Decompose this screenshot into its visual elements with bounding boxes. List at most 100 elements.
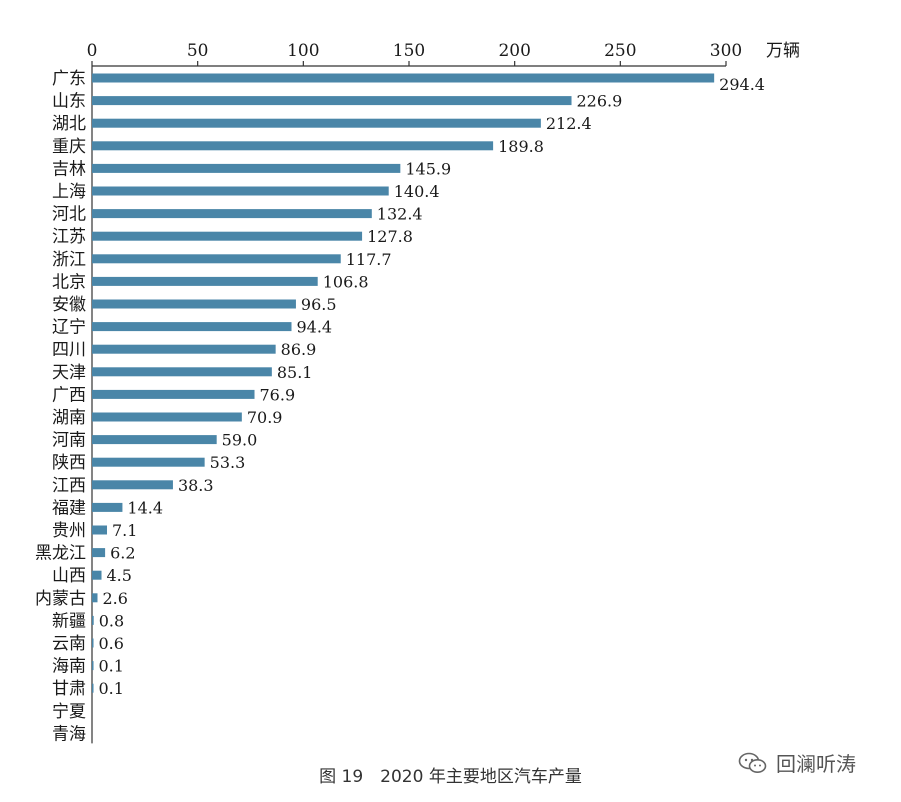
value-label: 212.4 xyxy=(546,114,592,133)
bars xyxy=(92,73,715,693)
bar xyxy=(92,389,255,399)
category-label: 山西 xyxy=(52,566,86,586)
value-label: 127.8 xyxy=(367,227,413,246)
category-labels: 广东山东湖北重庆吉林上海河北江苏浙江北京安徽辽宁四川天津广西湖南河南陕西江西福建… xyxy=(35,69,86,744)
category-label: 贵州 xyxy=(52,521,86,541)
bar xyxy=(92,276,318,286)
bar xyxy=(92,525,108,535)
value-label: 0.6 xyxy=(99,634,124,653)
category-label: 北京 xyxy=(52,272,86,292)
value-label: 86.9 xyxy=(281,340,317,359)
category-label: 山东 xyxy=(52,92,86,112)
value-label: 96.5 xyxy=(301,295,337,314)
bar xyxy=(92,141,494,151)
category-label: 浙江 xyxy=(52,250,86,270)
bar xyxy=(92,593,98,603)
value-label: 145.9 xyxy=(405,159,451,178)
bar xyxy=(92,209,372,219)
bar xyxy=(92,299,296,309)
value-label: 0.1 xyxy=(99,657,124,676)
value-label: 106.8 xyxy=(323,272,369,291)
bar xyxy=(92,412,242,422)
bar xyxy=(92,638,94,648)
category-label: 上海 xyxy=(52,182,86,202)
watermark-text: 回澜听涛 xyxy=(776,752,856,776)
category-label: 青海 xyxy=(52,724,86,744)
category-label: 天津 xyxy=(52,363,86,383)
value-label: 140.4 xyxy=(394,182,440,201)
wechat-icon xyxy=(738,752,767,773)
bar xyxy=(92,457,205,467)
bar xyxy=(92,163,401,173)
bar xyxy=(92,73,715,83)
category-label: 四川 xyxy=(52,340,86,360)
bar xyxy=(92,322,292,332)
category-label: 新疆 xyxy=(52,611,86,631)
category-label: 黑龙江 xyxy=(35,544,86,564)
category-label: 甘肃 xyxy=(52,679,86,699)
bar xyxy=(92,254,341,264)
category-label: 云南 xyxy=(52,634,86,654)
category-label: 湖南 xyxy=(52,408,86,428)
x-tick-label: 100 xyxy=(287,41,319,61)
unit-label: 万辆 xyxy=(766,41,800,61)
x-tick-label: 250 xyxy=(604,41,636,61)
bar-chart: 0 50 100 150 200 250 300 广东山东湖北重庆吉林上海河北江苏浙江北京安… xyxy=(35,41,800,744)
category-label: 内蒙古 xyxy=(35,589,86,609)
value-label: 0.8 xyxy=(99,611,124,630)
bar xyxy=(92,683,94,693)
bar xyxy=(92,615,94,625)
value-label: 85.1 xyxy=(277,363,313,382)
value-label: 189.8 xyxy=(498,137,544,156)
bar xyxy=(92,367,272,377)
category-label: 重庆 xyxy=(52,137,86,157)
value-label: 117.7 xyxy=(346,250,392,269)
category-label: 广东 xyxy=(52,69,86,89)
figure-caption: 图 19 2020 年主要地区汽车产量 xyxy=(319,767,582,787)
bar xyxy=(92,480,173,490)
x-tick-label: 300 xyxy=(710,41,742,61)
x-tick-label: 50 xyxy=(187,41,209,61)
category-label: 辽宁 xyxy=(52,318,86,338)
value-label: 0.1 xyxy=(99,679,124,698)
value-label: 76.9 xyxy=(260,385,296,404)
category-label: 广西 xyxy=(52,385,86,405)
category-label: 河南 xyxy=(52,431,86,451)
value-label: 70.9 xyxy=(247,408,283,427)
bar xyxy=(92,502,123,512)
category-label: 江西 xyxy=(52,476,86,496)
category-label: 吉林 xyxy=(52,159,86,179)
bar xyxy=(92,344,276,354)
value-label: 14.4 xyxy=(127,498,163,517)
value-label: 7.1 xyxy=(112,521,137,540)
category-label: 宁夏 xyxy=(52,702,86,722)
bar xyxy=(92,570,102,580)
bar xyxy=(92,435,217,445)
value-label: 2.6 xyxy=(102,589,127,608)
x-axis: 0 50 100 150 200 250 300 xyxy=(87,41,742,744)
x-tick-label: 200 xyxy=(498,41,530,61)
value-label: 59.0 xyxy=(222,431,258,450)
value-label: 94.4 xyxy=(296,318,332,337)
category-label: 福建 xyxy=(52,498,86,518)
watermark: 回澜听涛 xyxy=(738,748,856,777)
category-label: 湖北 xyxy=(52,114,86,134)
category-label: 陕西 xyxy=(52,453,86,473)
value-label: 38.3 xyxy=(178,476,214,495)
x-tick-label: 0 xyxy=(87,41,98,61)
value-label: 226.9 xyxy=(577,92,623,111)
value-label: 53.3 xyxy=(210,453,246,472)
bar xyxy=(92,548,106,558)
bar xyxy=(92,231,363,241)
bar xyxy=(92,661,94,671)
category-label: 海南 xyxy=(52,657,86,677)
bar xyxy=(92,118,541,128)
category-label: 江苏 xyxy=(52,227,86,247)
value-label: 6.2 xyxy=(110,544,135,563)
bar xyxy=(92,96,572,106)
category-label: 河北 xyxy=(52,205,86,225)
bar xyxy=(92,186,389,196)
value-label: 132.4 xyxy=(377,205,423,224)
category-label: 安徽 xyxy=(52,295,86,315)
